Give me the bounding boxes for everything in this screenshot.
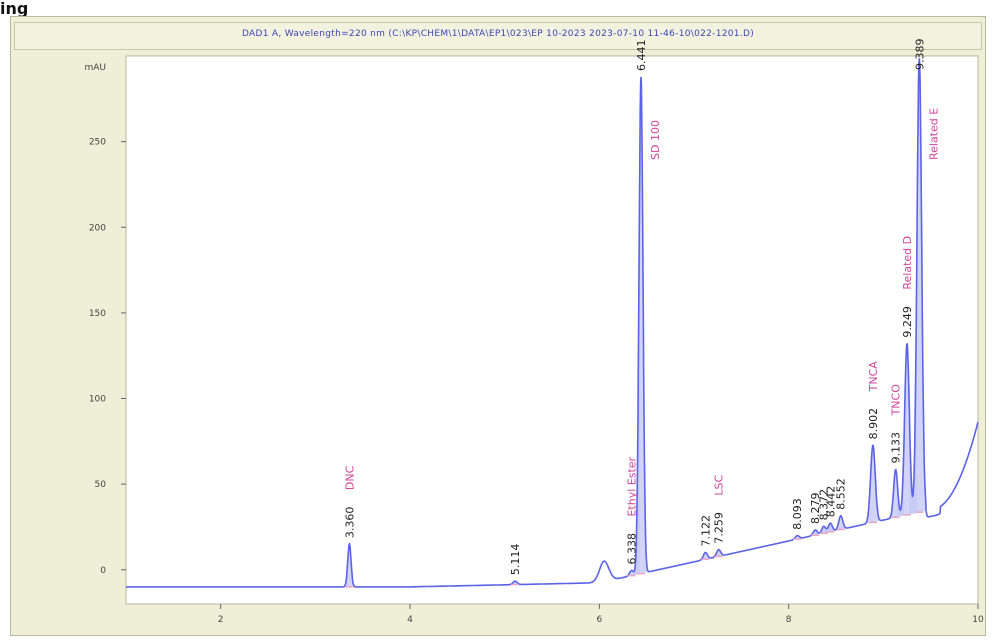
x-tick-label: 10 xyxy=(972,615,984,625)
peak-name-label: Ethyl Ester xyxy=(626,456,639,516)
peak-fill xyxy=(696,552,714,562)
peak-rt-label: 7.259 xyxy=(713,512,726,544)
y-tick-label: 50 xyxy=(95,480,107,490)
chart-title-bar: DAD1 A, Wavelength=220 nm (C:\KP\CHEM\1\… xyxy=(14,22,982,50)
peak-rt-label: 9.249 xyxy=(901,306,914,338)
plot-area xyxy=(125,55,979,605)
peak-name-label: Related E xyxy=(927,108,940,160)
peak-fill xyxy=(788,535,806,541)
peak-rt-label: 8.093 xyxy=(791,498,804,530)
y-tick-label: 0 xyxy=(100,566,106,576)
peak-labels-group: 3.360 DNC 5.114 6.338 Ethyl Ester 6.441 SD 100… xyxy=(343,39,940,588)
peak-rt-label: 6.441 xyxy=(635,39,648,71)
peak-fill xyxy=(632,76,650,576)
x-tick-label: 2 xyxy=(218,615,224,625)
peak-fill xyxy=(863,445,883,525)
peak-name-label: LSC xyxy=(713,474,726,495)
chromatogram-header-fragment: ing xyxy=(0,0,28,16)
x-tick-label: 6 xyxy=(596,615,602,625)
peak-rt-label: 3.360 xyxy=(343,507,356,539)
chart-title: DAD1 A, Wavelength=220 nm (C:\KP\CHEM\1\… xyxy=(241,29,755,39)
chromatogram-trace xyxy=(126,58,979,588)
peak-fill xyxy=(710,549,727,559)
y-tick-label: 250 xyxy=(89,138,106,148)
x-tick-label: 4 xyxy=(407,615,413,625)
peak-fill xyxy=(897,273,917,518)
peak-rt-label: 8.279 xyxy=(809,492,822,524)
peak-name-label: Related D xyxy=(901,236,914,290)
peak-rt-label: 8.552 xyxy=(835,478,848,510)
axes-group: 0 50 100 150 200 250 mAU 2 4 6 8 10 xyxy=(84,63,984,625)
peak-rt-label: 8.372 xyxy=(818,489,831,521)
peak-name-label: DNC xyxy=(343,465,356,490)
y-tick-label: 100 xyxy=(89,395,106,405)
y-tick-label: 200 xyxy=(89,223,106,233)
peak-rt-label: 9.133 xyxy=(890,432,903,464)
peak-rt-label: 6.338 xyxy=(626,533,639,565)
peak-rt-label: 8.442 xyxy=(824,486,837,518)
y-tick-label: 150 xyxy=(89,309,106,319)
peak-fill xyxy=(909,58,929,518)
peak-name-label: SD 100 xyxy=(649,120,662,160)
header-fragment-text: ing xyxy=(0,0,28,16)
peak-rt-label: 5.114 xyxy=(509,544,522,576)
peak-fill xyxy=(887,445,904,520)
peak-fill xyxy=(506,581,524,585)
peak-name-label: TNCA xyxy=(867,361,880,393)
peak-rt-label: 9.389 xyxy=(913,39,926,71)
x-tick-label: 8 xyxy=(786,615,792,625)
y-unit-label: mAU xyxy=(84,63,106,73)
peak-rt-label: 8.902 xyxy=(867,408,880,440)
peak-name-label: TNCO xyxy=(890,384,903,417)
peak-rt-label: 7.122 xyxy=(699,515,712,547)
peak-fill xyxy=(806,526,824,537)
peak-fill xyxy=(821,522,839,534)
peak-fill xyxy=(342,544,357,587)
